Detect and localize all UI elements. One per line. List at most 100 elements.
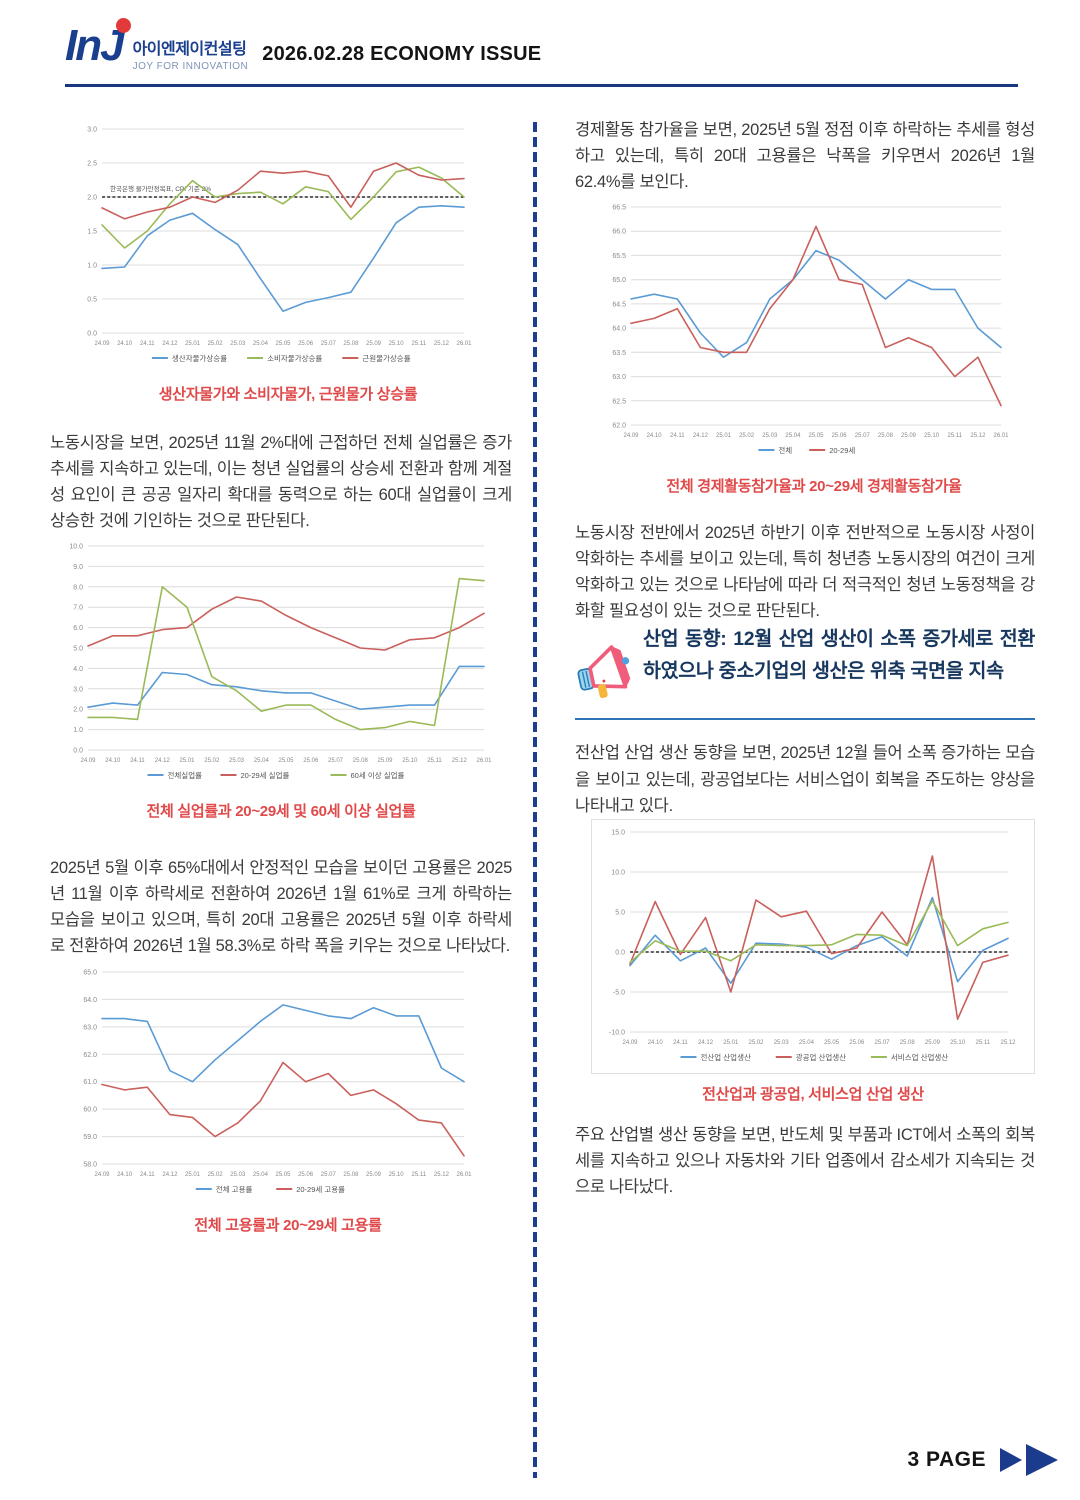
- svg-text:24.10: 24.10: [117, 341, 133, 347]
- svg-text:24.10: 24.10: [117, 1172, 133, 1178]
- svg-text:25.01: 25.01: [185, 1172, 201, 1178]
- paragraph-labor-outlook: 노동시장 전반에서 2025년 하반기 이후 전반적으로 노동시장 사정이 악화…: [575, 524, 1035, 621]
- svg-text:65.5: 65.5: [612, 253, 626, 260]
- svg-text:근원물가상승률: 근원물가상승률: [362, 353, 410, 363]
- svg-text:25.11: 25.11: [948, 433, 963, 439]
- paragraph-labor-market: 노동시장을 보면, 2025년 11월 2%대에 근접하던 전체 실업률은 증가…: [50, 434, 512, 531]
- svg-text:25.11: 25.11: [412, 1172, 427, 1178]
- svg-text:1.0: 1.0: [73, 727, 83, 734]
- svg-text:0.0: 0.0: [73, 748, 83, 755]
- page-number: 3 PAGE: [907, 1448, 986, 1471]
- svg-text:25.02: 25.02: [208, 341, 224, 347]
- svg-text:25.08: 25.08: [343, 1172, 359, 1178]
- svg-text:24.12: 24.12: [162, 1172, 178, 1178]
- paragraph-participation: 경제활동 참가율을 보면, 2025년 5월 정점 이후 하락하는 추세를 형성…: [575, 121, 1035, 192]
- svg-text:25.10: 25.10: [389, 1172, 405, 1178]
- svg-text:25.03: 25.03: [229, 758, 245, 764]
- svg-text:-10.0: -10.0: [609, 1029, 625, 1036]
- svg-text:25.07: 25.07: [321, 1172, 337, 1178]
- svg-text:6.0: 6.0: [73, 625, 83, 632]
- right-column: 경제활동 참가율을 보면, 2025년 5월 정점 이후 하락하는 추세를 형성…: [575, 117, 1035, 1235]
- svg-text:24.12: 24.12: [693, 433, 709, 439]
- svg-text:25.03: 25.03: [230, 1172, 246, 1178]
- svg-text:24.11: 24.11: [670, 433, 685, 439]
- svg-text:59.0: 59.0: [83, 1134, 97, 1141]
- figure-inflation: 0.0 0.5 1.0 1.5 2.0 2.5 3.0 24.09 24.10 24.11 24.1…: [64, 117, 512, 404]
- svg-text:25.08: 25.08: [353, 758, 369, 764]
- svg-text:62.0: 62.0: [612, 423, 626, 430]
- svg-text:25.07: 25.07: [328, 758, 344, 764]
- svg-text:25.04: 25.04: [253, 341, 269, 347]
- svg-text:24.12: 24.12: [155, 758, 171, 764]
- svg-text:60세 이상 실업률: 60세 이상 실업률: [351, 770, 405, 780]
- column-divider: [533, 122, 537, 1478]
- svg-text:25.05: 25.05: [824, 1040, 840, 1046]
- logo-red-dot-icon: [115, 18, 131, 33]
- chart-employment: 58.0 59.0 60.0 61.0 62.0 63.0 64.0 65.0 24.09 24.…: [64, 959, 512, 1205]
- svg-text:2.5: 2.5: [87, 161, 97, 168]
- svg-text:25.03: 25.03: [230, 341, 246, 347]
- svg-text:25.08: 25.08: [900, 1040, 916, 1046]
- svg-text:24.09: 24.09: [94, 1172, 110, 1178]
- svg-text:소비자물가상승률: 소비자물가상승률: [267, 353, 322, 363]
- svg-text:25.10: 25.10: [924, 433, 940, 439]
- svg-text:25.07: 25.07: [874, 1040, 890, 1046]
- svg-text:66.0: 66.0: [612, 229, 626, 236]
- svg-text:5.0: 5.0: [615, 909, 625, 916]
- svg-text:25.02: 25.02: [204, 758, 220, 764]
- svg-text:24.09: 24.09: [622, 1040, 638, 1046]
- paragraph-industry-detail: 주요 산업별 생산 동향을 보면, 반도체 및 부품과 ICT에서 소폭의 회복…: [575, 1125, 1035, 1196]
- figure-unemployment: 0.0 1.0 2.0 3.0 4.0 5.0 6.0 7.0 8.0 9.0 10.0 24.09 2…: [50, 534, 512, 821]
- svg-text:24.11: 24.11: [130, 758, 145, 764]
- section-heading-industry: 산업 동향: 12월 산업 생산이 소폭 증가세로 전환하였으나 중소기업의 생…: [575, 624, 1035, 702]
- svg-text:-5.0: -5.0: [613, 989, 625, 996]
- figure-production: -10.0 -5.0 0.0 5.0 10.0 15.0 24.09 24.10 24.11 24…: [591, 818, 1035, 1104]
- svg-text:24.12: 24.12: [162, 341, 178, 347]
- svg-text:25.03: 25.03: [762, 433, 778, 439]
- svg-text:25.05: 25.05: [808, 433, 824, 439]
- svg-text:25.12: 25.12: [434, 341, 450, 347]
- svg-text:25.11: 25.11: [976, 1040, 991, 1046]
- svg-text:25.01: 25.01: [185, 341, 201, 347]
- svg-text:25.09: 25.09: [366, 1172, 382, 1178]
- svg-text:20-29세: 20-29세: [829, 446, 855, 455]
- svg-text:25.06: 25.06: [303, 758, 319, 764]
- svg-text:25.04: 25.04: [799, 1040, 815, 1046]
- chart-caption: 전산업과 광공업, 서비스업 산업 생산: [702, 1085, 924, 1103]
- svg-text:0.0: 0.0: [615, 949, 625, 956]
- svg-text:63.0: 63.0: [83, 1024, 97, 1031]
- svg-text:3.0: 3.0: [73, 687, 83, 694]
- svg-text:전체 고용률: 전체 고용률: [216, 1184, 253, 1194]
- figure-participation: 62.0 62.5 63.0 63.5 64.0 64.5 65.0 65.5 66.0 66.5…: [593, 195, 1035, 496]
- paragraph-employment-rate: 2025년 5월 이후 65%대에서 안정적인 모습을 보이던 고용률은 202…: [50, 859, 512, 956]
- svg-text:25.06: 25.06: [832, 433, 848, 439]
- svg-text:25.02: 25.02: [208, 1172, 224, 1178]
- svg-text:0.5: 0.5: [87, 297, 97, 304]
- svg-text:24.10: 24.10: [647, 433, 663, 439]
- svg-text:1.0: 1.0: [87, 263, 97, 270]
- svg-text:26.01: 26.01: [456, 341, 472, 347]
- svg-text:전체: 전체: [778, 445, 792, 455]
- svg-text:전산업 산업생산: 전산업 산업생산: [701, 1052, 751, 1062]
- svg-text:25.04: 25.04: [253, 1172, 269, 1178]
- svg-text:24.11: 24.11: [140, 1172, 155, 1178]
- svg-text:24.09: 24.09: [94, 341, 110, 347]
- svg-text:25.03: 25.03: [774, 1040, 790, 1046]
- svg-text:10.0: 10.0: [69, 544, 83, 551]
- header-divider: [65, 84, 1018, 87]
- svg-text:24.10: 24.10: [648, 1040, 664, 1046]
- svg-text:25.09: 25.09: [925, 1040, 941, 1046]
- svg-text:24.11: 24.11: [673, 1040, 688, 1046]
- svg-text:2.0: 2.0: [73, 707, 83, 714]
- svg-text:0.0: 0.0: [87, 331, 97, 338]
- svg-text:64.0: 64.0: [83, 996, 97, 1003]
- svg-text:25.11: 25.11: [427, 758, 442, 764]
- svg-text:서비스업 산업생산: 서비스업 산업생산: [891, 1052, 948, 1062]
- svg-text:7.0: 7.0: [73, 605, 83, 612]
- svg-text:64.5: 64.5: [612, 302, 626, 309]
- section-heading-text: 산업 동향: 12월 산업 생산이 소폭 증가세로 전환하였으나 중소기업의 생…: [643, 628, 1035, 682]
- svg-text:25.04: 25.04: [254, 758, 270, 764]
- svg-text:25.12: 25.12: [452, 758, 468, 764]
- svg-text:25.02: 25.02: [739, 433, 755, 439]
- svg-text:9.0: 9.0: [73, 564, 83, 571]
